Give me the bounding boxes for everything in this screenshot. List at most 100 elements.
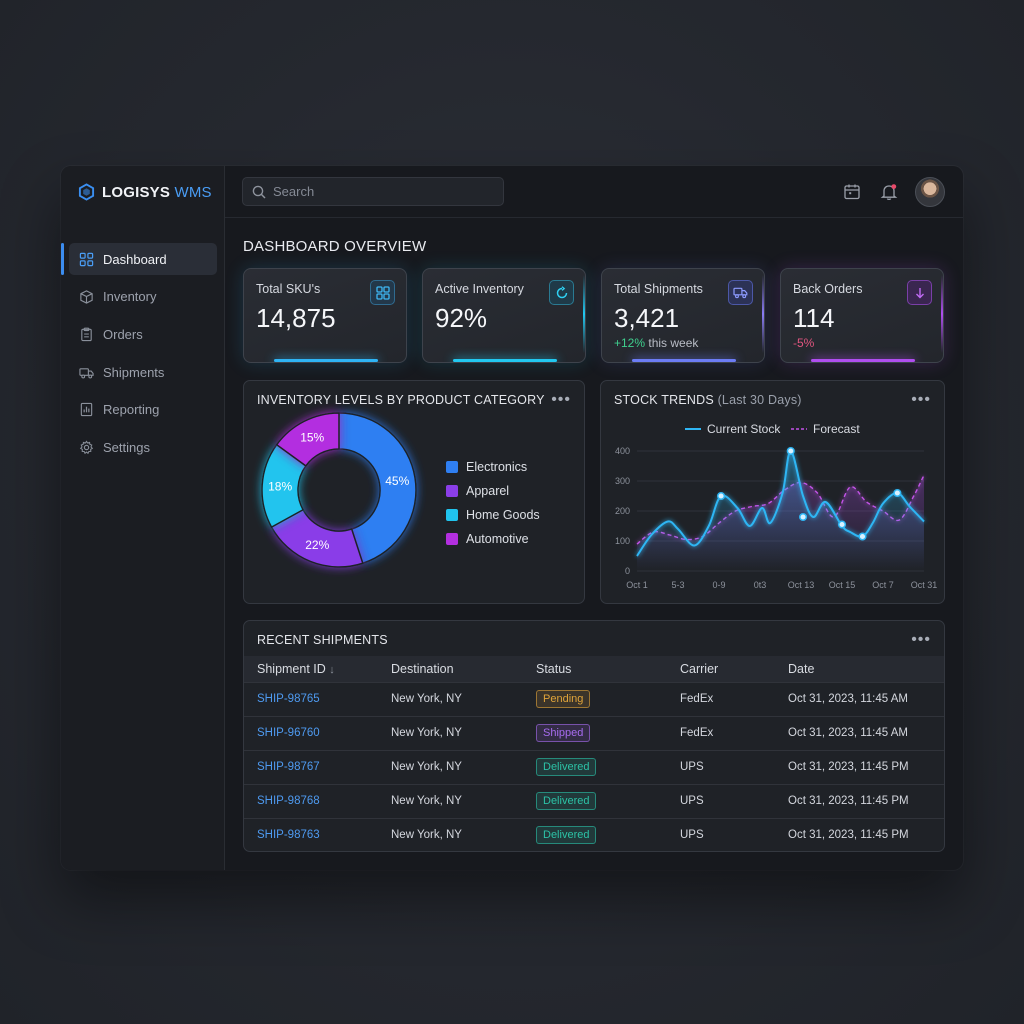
date-cell: Oct 31, 2023, 11:45 PM	[788, 761, 909, 773]
shipment-id-link[interactable]: SHIP-98768	[257, 795, 320, 807]
box-icon	[80, 290, 93, 304]
app-window: LOGISYS WMS Dashboard Inventory	[61, 166, 963, 870]
kpi-accent-bar	[632, 359, 736, 362]
x-tick-label: Oct 13	[788, 580, 815, 590]
user-avatar[interactable]	[915, 177, 945, 207]
inventory-levels-card: INVENTORY LEVELS BY PRODUCT CATEGORY •••…	[243, 380, 585, 604]
series-line-current-stock[interactable]	[636, 449, 925, 557]
donut-slice-electronics[interactable]	[338, 412, 417, 565]
bell-icon[interactable]	[880, 183, 898, 201]
x-tick-label: 5-3	[671, 580, 684, 590]
page-title: DASHBOARD OVERVIEW	[243, 238, 427, 255]
kpi-label: Active Inventory	[435, 282, 524, 296]
sidebar-item-settings[interactable]: Settings	[69, 431, 217, 463]
sidebar-item-inventory[interactable]: Inventory	[69, 281, 217, 313]
arrow-down-icon	[907, 280, 932, 305]
legend-swatch	[446, 509, 458, 521]
table-row[interactable]: SHIP-98768 New York, NY Delivered UPS Oct 31…	[244, 783, 944, 818]
more-options-icon[interactable]: •••	[911, 631, 931, 648]
kpi-edge-glow	[583, 275, 585, 353]
search-box[interactable]	[242, 177, 504, 206]
kpi-card-back-orders[interactable]: Back Orders 114 -5%	[780, 268, 944, 363]
data-point-marker[interactable]	[837, 520, 847, 529]
column-header-date[interactable]: Date	[788, 656, 944, 682]
status-badge: Shipped	[536, 724, 591, 742]
legend-item-apparel[interactable]: Apparel	[446, 484, 509, 498]
data-point-marker[interactable]	[717, 491, 726, 501]
card-title: INVENTORY LEVELS BY PRODUCT CATEGORY	[257, 393, 545, 407]
legend-label: Current Stock	[707, 422, 781, 436]
data-point-marker[interactable]	[893, 488, 902, 498]
brand-logo[interactable]: LOGISYS WMS	[78, 182, 212, 202]
legend-swatch	[446, 461, 458, 473]
status-badge: Pending	[536, 690, 591, 708]
date-cell: Oct 31, 2023, 11:45 AM	[788, 727, 908, 739]
legend-label: Apparel	[466, 484, 510, 498]
shipments-table-wrap: Shipment ID ↓ Destination Status Carrier…	[244, 656, 944, 851]
search-icon	[252, 185, 266, 199]
sidebar-item-shipments[interactable]: Shipments	[69, 356, 217, 388]
kpi-card-active-inventory[interactable]: Active Inventory 92%	[422, 268, 586, 363]
data-point-marker[interactable]	[786, 446, 795, 456]
data-point-marker[interactable]	[799, 512, 808, 522]
calendar-icon[interactable]	[843, 183, 861, 201]
legend-item-automotive[interactable]: Automotive	[446, 532, 529, 546]
sidebar: LOGISYS WMS Dashboard Inventory	[61, 166, 225, 870]
sidebar-item-label: Orders	[103, 326, 143, 342]
table-row[interactable]: SHIP-96760 New York, NY Shipped FedEx Oct 31…	[244, 715, 944, 750]
notification-dot	[891, 184, 897, 189]
sidebar-item-label: Inventory	[103, 289, 157, 305]
carrier-cell: UPS	[680, 761, 704, 773]
carrier-cell: UPS	[680, 829, 704, 842]
sort-arrow-icon[interactable]: ↓	[329, 663, 335, 676]
kpi-subtext: -5%	[793, 336, 814, 350]
destination-cell: New York, NY	[391, 693, 462, 705]
card-title-sub: (Last 30 Days)	[717, 393, 802, 407]
sidebar-item-label: Shipments	[103, 364, 165, 380]
destination-cell: New York, NY	[391, 761, 462, 773]
table-row[interactable]: SHIP-98767 New York, NY Delivered UPS Oct 31…	[244, 749, 944, 784]
kpi-label: Back Orders	[793, 282, 863, 296]
sidebar-item-label: Settings	[103, 439, 150, 455]
legend-item-electronics[interactable]: Electronics	[446, 460, 527, 474]
shipment-id-link[interactable]: SHIP-98765	[257, 693, 320, 705]
kpi-value: 14,875	[256, 303, 336, 333]
sidebar-item-dashboard[interactable]: Dashboard	[61, 243, 217, 275]
shipment-id-link[interactable]: SHIP-96760	[257, 727, 320, 739]
kpi-card-total-skus[interactable]: Total SKU's 14,875	[243, 268, 407, 363]
y-tick-label: 0	[625, 566, 630, 576]
more-options-icon[interactable]: •••	[911, 391, 931, 408]
card-title-main: STOCK TRENDS	[614, 393, 714, 407]
gear-icon	[79, 440, 94, 455]
legend-item-home-goods[interactable]: Home Goods	[446, 508, 540, 522]
shipment-id-link[interactable]: SHIP-98767	[257, 761, 320, 773]
kpi-card-total-shipments[interactable]: Total Shipments 3,421 +12% this week	[601, 268, 765, 363]
sidebar-item-label: Dashboard	[103, 251, 167, 267]
column-header-status[interactable]: Status	[536, 656, 680, 682]
sidebar-item-orders[interactable]: Orders	[69, 318, 217, 350]
shipment-id-link[interactable]: SHIP-98763	[257, 829, 320, 842]
kpi-accent-bar	[811, 359, 915, 362]
x-tick-label: 0t3	[754, 580, 767, 590]
table-row[interactable]: SHIP-98763 New York, NY Delivered UPS Oct 31…	[244, 817, 944, 851]
table-row[interactable]: SHIP-98765 New York, NY Pending FedEx Oct 31…	[244, 681, 944, 716]
data-point-marker[interactable]	[858, 532, 867, 541]
truck-icon	[79, 367, 94, 379]
donut-slice-automotive[interactable]	[275, 412, 340, 467]
column-header-shipment-id[interactable]: Shipment ID ↓	[244, 656, 391, 682]
legend-item-current-stock[interactable]: Current Stock	[685, 422, 780, 436]
legend-item-forecast[interactable]: Forecast	[791, 422, 860, 436]
kpi-subtext: +12% this week	[614, 336, 698, 350]
column-header-carrier[interactable]: Carrier	[680, 656, 788, 682]
kpi-value: 3,421	[614, 303, 680, 333]
sidebar-item-label: Reporting	[103, 402, 160, 418]
sidebar-item-reporting[interactable]: Reporting	[69, 394, 217, 426]
column-header-destination[interactable]: Destination	[391, 656, 536, 682]
search-input[interactable]	[273, 184, 493, 199]
date-cell: Oct 31, 2023, 11:45 PM	[788, 795, 909, 807]
table-header-row: Shipment ID ↓ Destination Status Carrier…	[244, 656, 944, 682]
legend-swatch	[446, 485, 458, 497]
grid-icon	[370, 280, 395, 305]
more-options-icon[interactable]: •••	[551, 391, 571, 408]
date-cell: Oct 31, 2023, 11:45 AM	[788, 693, 908, 705]
